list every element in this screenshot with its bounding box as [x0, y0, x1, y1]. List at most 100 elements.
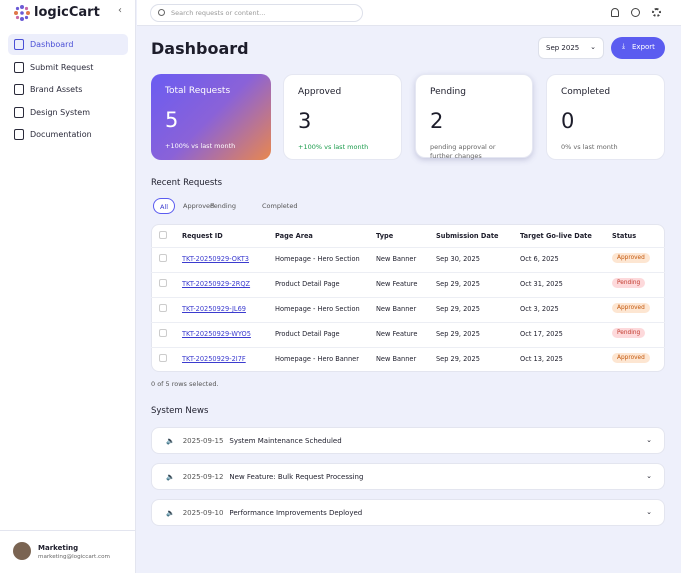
status-badge: Approved: [612, 353, 650, 363]
checkbox[interactable]: [159, 329, 167, 337]
stat-label: Pending: [430, 87, 466, 97]
news-text: Performance Improvements Deployed: [229, 508, 363, 517]
nav-icon: [14, 84, 24, 96]
checkbox[interactable]: [159, 231, 167, 239]
cell: Sep 29, 2025: [436, 330, 480, 338]
cell: Product Detail Page: [275, 280, 340, 288]
help[interactable]: [631, 8, 640, 17]
page-title: Dashboard: [151, 39, 249, 58]
column-header[interactable]: Target Go-live Date: [520, 232, 592, 240]
news-item[interactable]: 🔈 2025-09-15 System Maintenance Scheduled ⌄: [151, 427, 665, 454]
tab[interactable]: All: [153, 198, 176, 214]
stat-card: Total Requests 5 +100% vs last month: [151, 74, 271, 160]
user-name: Marketing: [38, 544, 79, 552]
period-select[interactable]: Sep 2025 ⌄: [538, 37, 604, 59]
cell[interactable]: TKT-20250929-OKT3: [182, 255, 249, 263]
table-footer: 0 of 5 rows selected.: [151, 380, 219, 388]
cell: Oct 13, 2025: [520, 355, 563, 363]
cell: New Feature: [376, 330, 418, 338]
logo: [14, 5, 30, 21]
nav-label: Submit Request: [30, 62, 94, 72]
cell: Product Detail Page: [275, 330, 340, 338]
export-button[interactable]: Export ⤓: [611, 37, 665, 59]
cell: Homepage - Hero Banner: [275, 355, 359, 363]
cell: Oct 3, 2025: [520, 305, 559, 313]
stat-card: Completed 0 0% vs last month: [546, 74, 665, 160]
section-title: System News: [151, 406, 209, 416]
chevron: ⌄: [646, 436, 652, 444]
news-text: System Maintenance Scheduled: [229, 436, 342, 445]
stat-card: Pending 2 pending approval or further chan…: [415, 74, 533, 160]
column-header[interactable]: Page Area: [275, 232, 313, 240]
bell[interactable]: [611, 8, 619, 17]
status-badge: Approved: [612, 253, 650, 263]
news-date: 2025-09-10: [182, 508, 224, 517]
stat-value: 2: [430, 109, 444, 133]
nav-label: Dashboard: [30, 40, 74, 49]
status-badge: Pending: [612, 278, 646, 288]
news-item[interactable]: 🔈 2025-09-10 Performance Improvements Depl…: [151, 499, 665, 526]
nav-item[interactable]: Brand Assets: [8, 79, 128, 100]
collapse[interactable]: ‹: [118, 5, 122, 16]
column-header[interactable]: Status: [612, 232, 637, 240]
chevron: ⌄: [646, 508, 652, 516]
cell: New Feature: [376, 280, 418, 288]
cell[interactable]: TKT-20250929-JL69: [182, 305, 246, 313]
tab[interactable]: Approved: [183, 202, 215, 210]
nav-icon: [14, 129, 24, 141]
cell: New Banner: [376, 355, 417, 363]
stat-label: Total Requests: [165, 86, 231, 96]
nav-item[interactable]: Design System: [8, 102, 128, 123]
cell[interactable]: TKT-20250929-2I7F: [182, 355, 246, 363]
stat-note: 0% vs last month: [561, 143, 618, 151]
news-date: 2025-09-12: [182, 472, 224, 481]
nav-item[interactable]: Dashboard: [8, 34, 128, 55]
cell: Sep 30, 2025: [436, 255, 480, 263]
nav-icon: [14, 39, 24, 50]
cell: Homepage - Hero Section: [275, 305, 360, 313]
cell: Oct 6, 2025: [520, 255, 559, 263]
nav-label: Design System: [30, 107, 90, 117]
cell: Sep 29, 2025: [436, 280, 480, 288]
column-header[interactable]: Request ID: [182, 232, 223, 240]
cell: Homepage - Hero Section: [275, 255, 360, 263]
search-placeholder: Search requests or content...: [171, 9, 266, 17]
checkbox[interactable]: [159, 279, 167, 287]
divider: [0, 530, 135, 531]
cell: Oct 31, 2025: [520, 280, 563, 288]
search[interactable]: Search requests or content...: [150, 4, 363, 22]
news-text: New Feature: Bulk Request Processing: [229, 472, 364, 481]
row-divider: [151, 322, 665, 323]
stat-value: 0: [561, 109, 575, 133]
cell: New Banner: [376, 305, 417, 313]
stat-note: +100% vs last month: [298, 143, 369, 151]
stat-note: +100% vs last month: [165, 142, 236, 150]
cell[interactable]: TKT-20250929-2RQZ: [182, 280, 251, 288]
checkbox[interactable]: [159, 254, 167, 262]
news-item[interactable]: 🔈 2025-09-12 New Feature: Bulk Request Pro…: [151, 463, 665, 490]
nav-icon: [14, 61, 24, 73]
news-icon: 🔈: [166, 472, 175, 481]
stat-note: pending approval or further changes: [430, 143, 496, 160]
nav-icon: [14, 106, 24, 118]
news-date: 2025-09-15: [182, 436, 224, 445]
checkbox[interactable]: [159, 304, 167, 312]
column-header[interactable]: Submission Date: [436, 232, 499, 240]
section-title: Recent Requests: [151, 178, 223, 188]
cell: New Banner: [376, 255, 417, 263]
cell[interactable]: TKT-20250929-WYO5: [182, 330, 251, 338]
settings[interactable]: [652, 8, 661, 17]
tab[interactable]: Pending: [210, 202, 236, 210]
nav-label: Brand Assets: [30, 85, 83, 95]
status-badge: Approved: [612, 303, 650, 313]
stat-value: 3: [298, 109, 312, 133]
row-divider: [151, 272, 665, 273]
nav-item[interactable]: Submit Request: [8, 57, 128, 78]
checkbox[interactable]: [159, 354, 167, 362]
tab[interactable]: Completed: [262, 202, 298, 210]
period: Sep 2025: [546, 44, 580, 52]
nav-item[interactable]: Documentation: [8, 124, 128, 145]
stat-value: 5: [165, 108, 179, 132]
column-header[interactable]: Type: [376, 232, 394, 240]
